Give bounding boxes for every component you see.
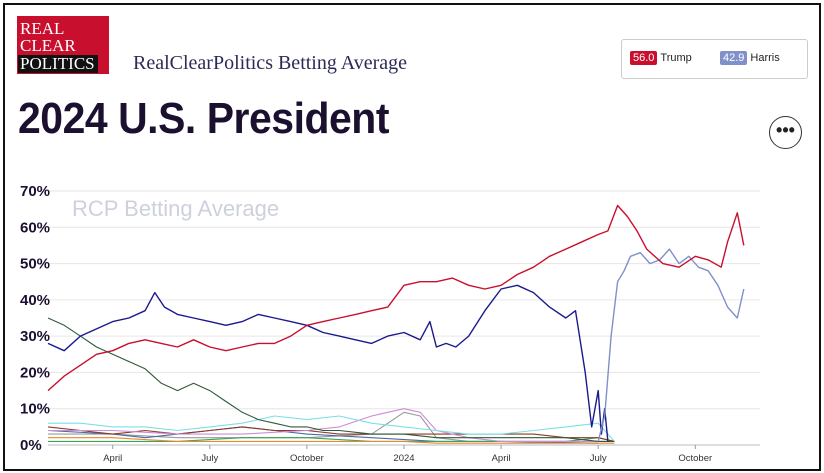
x-tick-label: July [590, 453, 607, 464]
series-line-whitmer [48, 437, 615, 442]
rcp-logo[interactable]: REAL CLEAR POLITICS [17, 16, 109, 74]
y-tick-label: 70% [20, 183, 50, 200]
series-line-haley [48, 408, 599, 442]
legend-name-trump: Trump [660, 52, 692, 64]
legend-value-trump: 56.0 [630, 51, 658, 65]
series-line-rfk-jr [47, 426, 615, 442]
logo-line-2: CLEAR [20, 36, 76, 55]
chart-watermark: RCP Betting Average [72, 196, 280, 221]
legend: 56.0 Trump 42.9 Harris [621, 39, 808, 79]
logo-line-3: POLITICS [18, 55, 98, 73]
y-tick-label: 60% [20, 219, 50, 236]
y-tick-label: 10% [20, 401, 50, 418]
chart-frame [3, 3, 821, 471]
series-line-newsom [47, 317, 615, 442]
legend-item-trump[interactable]: 56.0 Trump [630, 51, 692, 65]
y-tick-label: 0% [20, 437, 42, 454]
series-line-biden [47, 284, 609, 442]
y-tick-label: 20% [20, 364, 50, 381]
x-tick-label: October [290, 453, 324, 464]
page-title: 2024 U.S. President [18, 94, 389, 143]
x-tick-label: October [678, 453, 712, 464]
legend-item-harris[interactable]: 42.9 Harris [720, 51, 780, 65]
x-tick-label: 2024 [393, 453, 414, 464]
y-tick-label: 40% [20, 292, 50, 309]
x-tick-label: July [201, 453, 218, 464]
legend-value-harris: 42.9 [720, 51, 748, 65]
x-tick-label: April [492, 453, 511, 464]
more-options-button[interactable]: ••• [769, 116, 802, 149]
logo-line-1: REAL [20, 19, 65, 38]
series-line-trump [47, 204, 745, 392]
y-tick-label: 50% [20, 256, 50, 273]
series-line-michelle-obama [48, 415, 615, 442]
series-line-harris [597, 248, 745, 442]
line-chart: 0% 10% 20% 30% 40% 50% 60% 70% April July October 2… [20, 183, 760, 464]
series-line-desantis [48, 437, 615, 444]
y-tick-label: 30% [20, 328, 50, 345]
x-tick-label: April [103, 453, 122, 464]
chart-subtitle: RealClearPolitics Betting Average [133, 52, 408, 74]
legend-name-harris: Harris [750, 52, 780, 64]
